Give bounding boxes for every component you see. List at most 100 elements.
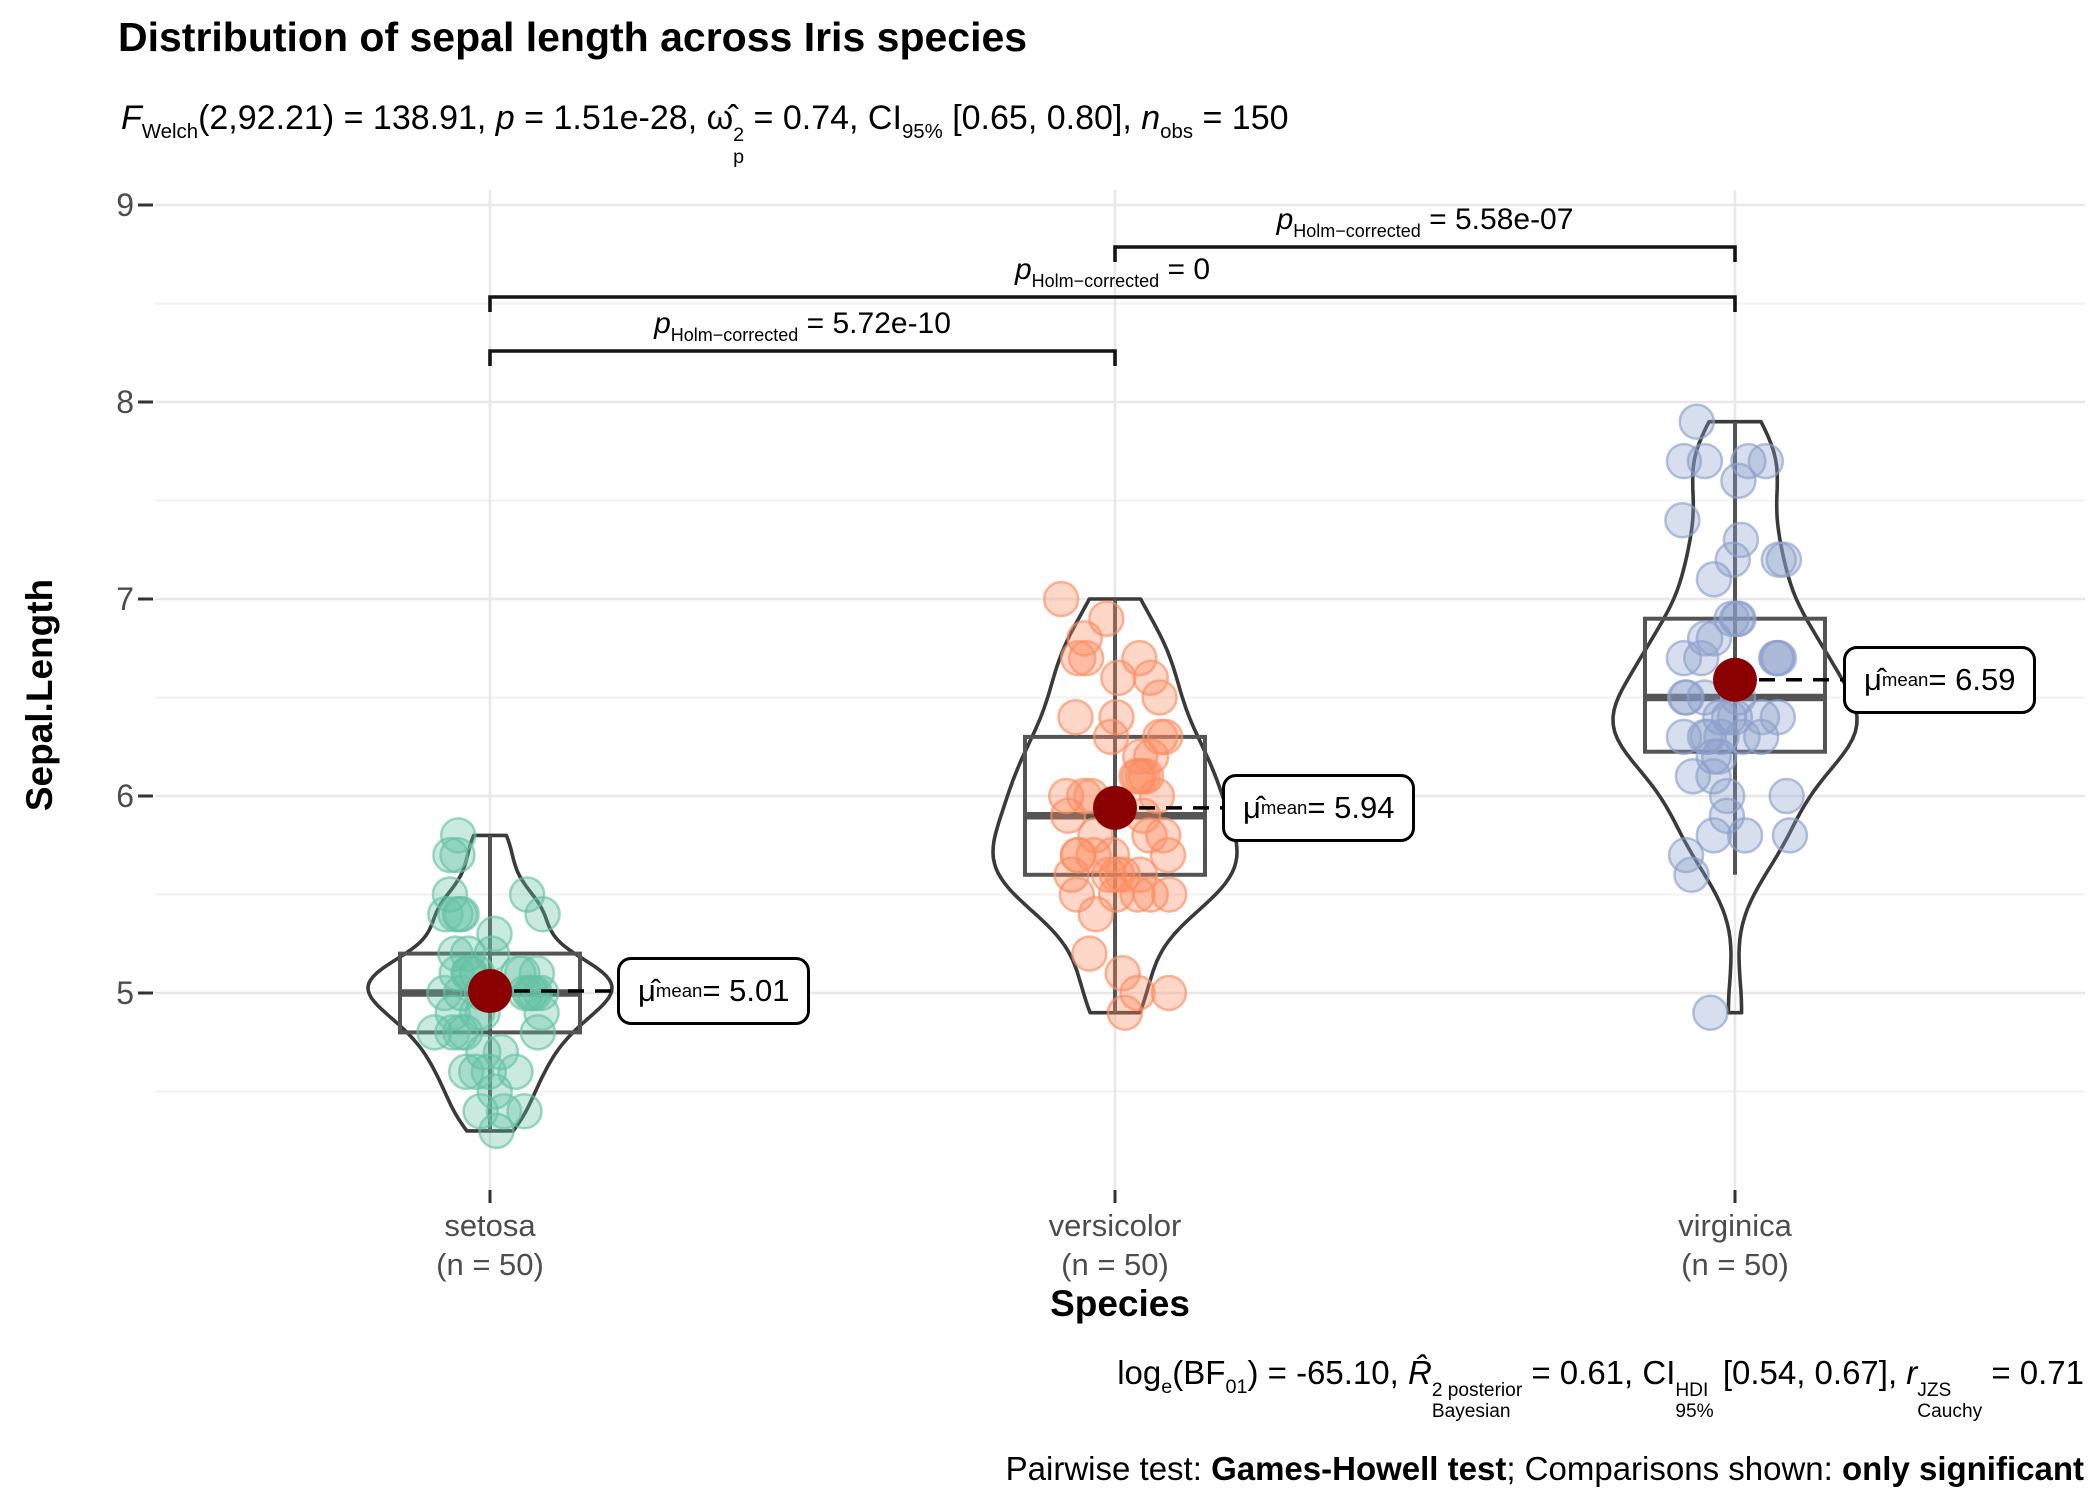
data-point (1673, 856, 1710, 894)
data-point (1150, 876, 1188, 913)
data-point (431, 876, 469, 913)
data-point (1060, 836, 1097, 874)
data-point (1703, 718, 1740, 756)
y-tick-label: 8 (116, 384, 134, 420)
mean-label-setosa: μ̂ mean = 5.01 (617, 957, 811, 1026)
violin-outline-virginica (1611, 419, 1859, 1015)
data-point (470, 1053, 508, 1091)
data-point (485, 1092, 523, 1130)
data-point (1093, 836, 1131, 874)
data-point (1132, 738, 1170, 775)
data-point (439, 817, 477, 854)
mean-label-virginica: μ̂ mean = 6.59 (1843, 645, 2037, 714)
data-point (1695, 817, 1733, 854)
chart-subtitle: FWelch(2,92.21) = 138.91, p = 1.51e-28, … (121, 99, 1289, 168)
data-point (1695, 561, 1733, 598)
data-point (524, 895, 561, 933)
data-point (1692, 994, 1729, 1031)
data-point (457, 1053, 495, 1091)
data-point (1726, 817, 1764, 854)
data-point (1720, 462, 1757, 500)
data-point (1664, 501, 1701, 539)
sig-bracket-setosa-versicolor (488, 349, 1117, 366)
data-point (1106, 994, 1144, 1031)
data-point (1768, 777, 1805, 815)
data-point (1058, 876, 1096, 913)
sig-bracket-label: pHolm−corrected = 0 (1014, 253, 1211, 292)
data-point (1067, 639, 1105, 677)
x-tick-label-versicolor: versicolor (n = 50) (1048, 1208, 1182, 1282)
data-point (432, 836, 469, 874)
data-point (1057, 698, 1094, 736)
data-point (1097, 876, 1135, 913)
mean-label-versicolor: μ̂ mean = 5.94 (1222, 773, 1416, 842)
data-point (1071, 935, 1108, 972)
data-point (1678, 403, 1716, 440)
data-point (1708, 777, 1746, 815)
x-axis-title: Species (1050, 1283, 1190, 1324)
data-point (506, 974, 544, 1012)
x-tick-label-setosa: setosa (n = 50) (436, 1208, 544, 1282)
data-point (1666, 679, 1704, 716)
sig-bracket-setosa-virginica (488, 295, 1737, 312)
mean-dot-versicolor (1093, 785, 1137, 830)
sig-bracket-label: pHolm−corrected = 5.58e-07 (1276, 203, 1574, 242)
mean-dot-setosa (468, 969, 512, 1014)
data-point (1714, 541, 1752, 578)
data-point (1119, 974, 1156, 1012)
data-point (1132, 659, 1170, 697)
data-point (508, 876, 546, 913)
data-point (1066, 620, 1103, 657)
caption-pairwise-test: Pairwise test: Games-Howell test; Compar… (1005, 1450, 2084, 1487)
violin-outline-versicolor (991, 597, 1239, 1015)
data-point (1100, 659, 1137, 697)
data-point (1724, 718, 1761, 756)
data-point (519, 1014, 557, 1051)
x-tick-label-virginica: virginica (n = 50) (1678, 1208, 1792, 1282)
y-tick-label: 7 (116, 581, 134, 617)
data-point (1759, 698, 1797, 736)
data-point (1042, 580, 1080, 618)
data-point (1104, 955, 1141, 992)
data-point (1092, 718, 1130, 756)
data-point (1131, 817, 1168, 854)
data-point (1760, 541, 1798, 578)
box-versicolor (1023, 734, 1207, 877)
data-point (1700, 738, 1738, 775)
data-point (1708, 797, 1746, 834)
data-point (1146, 718, 1184, 756)
y-axis-title: Sepal.Length (19, 578, 60, 812)
caption-bayes-stats: loge(BF01) = -65.10, R̂ 2 posterior Bayesi… (1117, 1354, 2084, 1422)
y-tick-label: 9 (116, 187, 134, 223)
data-point (1665, 718, 1703, 756)
sig-bracket-label: pHolm−corrected = 5.72e-10 (654, 307, 951, 346)
data-point (1138, 777, 1176, 815)
y-tick-label: 6 (116, 778, 134, 814)
data-point (478, 1112, 515, 1150)
data-point (1060, 639, 1097, 677)
data-point (1683, 639, 1720, 677)
data-point (1720, 600, 1757, 637)
data-point (434, 994, 471, 1031)
data-point (1686, 442, 1724, 480)
data-point (1771, 817, 1809, 854)
mean-dot-virginica (1713, 657, 1757, 702)
data-point (416, 1014, 453, 1051)
violin-group-versicolor (991, 597, 1239, 1015)
points-versicolor (1042, 580, 1188, 1031)
data-point (1150, 974, 1188, 1012)
data-point (1665, 442, 1703, 480)
data-point (1674, 758, 1712, 795)
data-point (476, 915, 513, 953)
data-point (1758, 639, 1796, 677)
data-point (441, 895, 479, 933)
points-virginica (1664, 403, 1809, 1031)
data-point (1722, 521, 1760, 559)
sig-bracket-versicolor-virginica (1113, 245, 1737, 262)
data-point (1104, 856, 1142, 894)
data-point (506, 1092, 543, 1130)
y-tick-label: 5 (116, 975, 134, 1011)
data-point (1141, 679, 1178, 716)
